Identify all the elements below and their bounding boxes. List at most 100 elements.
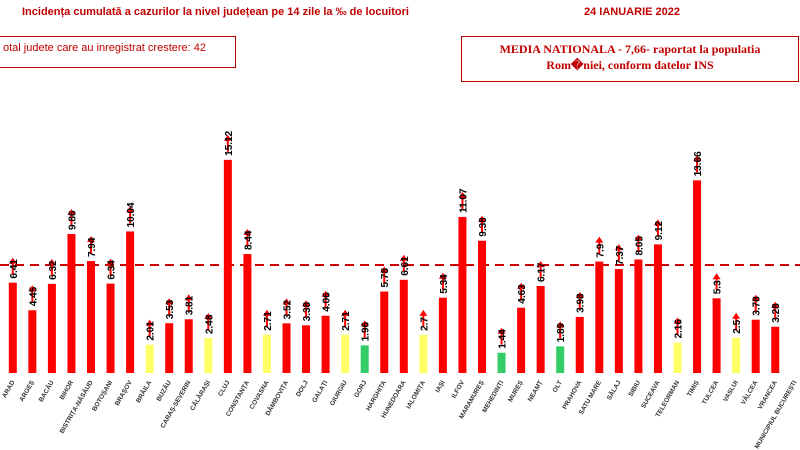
category-label: ARGEȘ [18,379,36,403]
arrow-head-icon [8,257,17,264]
bar [184,319,193,373]
data-label: 2.48 [204,314,215,334]
data-label: 11.07 [458,188,469,213]
arrow-head-icon [556,321,565,328]
data-label: 9.38 [478,217,489,237]
category-label: GALAȚI [311,379,329,404]
arrow-head-icon [693,155,702,162]
category-label: MEHEDINȚI [481,379,505,414]
data-label: 8.05 [634,236,645,256]
bar [595,261,604,373]
bar [693,180,702,373]
arrow-head-icon [575,291,584,298]
data-label: 8.44 [243,230,254,250]
bar [653,244,662,373]
data-label: 1.96 [361,321,372,341]
category-label: CLUJ [217,379,232,398]
category-label: BIHOR [59,379,76,401]
category-label: SUCEAVA [640,379,662,409]
increase-count-box: otal judete care au inregistrat crestere… [0,36,236,68]
category-label: BACĂU [36,378,56,403]
arrow-head-icon [673,317,682,324]
category-label: IAȘI [434,379,446,394]
category-label: DOLJ [295,379,310,398]
arrow-head-icon [28,285,37,292]
data-label: 4.63 [517,284,528,304]
bar [458,216,467,373]
bar [321,315,330,373]
category-label: ARAD [1,379,17,399]
category-label: IALOMIȚA [405,379,427,410]
data-label: 6.34 [107,260,118,280]
data-label: 9.12 [654,221,665,241]
data-label: 5.34 [439,274,450,294]
category-label: BISTRIȚA-NĂSĂUD [57,378,95,435]
data-label: 3.52 [283,299,294,319]
arrow-head-icon [341,309,350,316]
bar [87,261,95,373]
arrow-head-icon [106,258,115,265]
bar [47,283,56,373]
data-label: 7.9 [595,243,606,257]
data-label: 2.16 [674,319,685,339]
arrow-head-icon [47,258,56,265]
arrow-head-icon [321,290,330,297]
data-label: 7.37 [615,245,626,265]
bar [223,159,232,373]
bar [204,338,213,373]
bar [341,334,350,373]
arrow-head-icon [595,236,604,243]
bar [771,326,780,373]
bar [145,344,154,373]
bar [517,307,526,373]
arrow-head-icon [262,309,271,316]
data-label: 3.78 [752,296,763,316]
category-label: BRAȘOV [114,379,134,407]
category-label: SIBIU [627,379,642,398]
data-label: 2.71 [263,311,274,331]
data-label: 4.45 [28,286,39,306]
arrow-head-icon [126,206,135,213]
arrow-head-icon [517,282,526,289]
arrow-head-icon [223,134,232,141]
category-label: COVASNA [249,379,271,410]
category-label: PRAHOVA [561,379,583,410]
category-label: BUZĂU [154,378,173,402]
category-label: VASLUI [722,379,740,403]
report-date: 24 IANUARIE 2022 [584,6,680,18]
category-label: TIMIȘ [686,379,701,398]
bar [165,323,174,373]
bar [28,310,37,373]
bar [419,334,428,373]
bar [712,298,721,373]
bar [126,231,135,373]
bar [478,240,486,373]
arrow-head-icon [634,234,643,241]
category-label: NEAMȚ [527,379,545,403]
arrow-head-icon [243,228,252,235]
bar [497,352,506,373]
data-label: 3.38 [302,301,313,321]
data-label: 2.7 [419,317,430,331]
data-label: 6.41 [9,259,20,279]
bar [8,282,17,373]
arrow-head-icon [458,191,467,198]
data-label: 4.06 [322,292,333,312]
data-label: 3.98 [576,293,587,313]
arrow-head-icon [360,320,369,327]
national-average-line1: MEDIA NATIONALA - 7,66- raportat la popu… [499,42,761,56]
data-label: 1.44 [498,329,509,349]
bar [282,323,291,373]
arrow-head-icon [419,309,428,316]
data-label: 6.32 [48,260,59,280]
category-label: TULCEA [701,379,720,406]
data-label: 3.81 [185,295,196,315]
bar [751,319,760,373]
category-label: OLT [552,379,564,393]
arrow-head-icon [536,261,545,268]
category-label: BOTOȘANI [91,379,114,412]
arrow-head-icon [67,208,76,215]
bar [67,233,76,373]
arrow-head-icon [497,327,506,334]
